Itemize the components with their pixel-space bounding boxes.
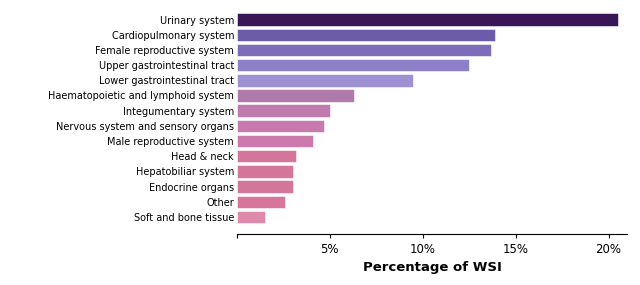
Bar [237,59,469,71]
Bar [237,120,324,132]
Bar [237,150,296,162]
Bar [237,89,354,102]
Bar [237,180,292,193]
Bar [237,44,492,56]
X-axis label: Percentage of WSI: Percentage of WSI [363,261,501,274]
Bar [237,105,330,117]
Bar [237,74,413,87]
Bar [237,165,292,178]
Bar [237,135,313,147]
Bar [237,13,618,26]
Bar [237,196,285,208]
Bar [237,211,265,223]
Bar [237,28,495,41]
